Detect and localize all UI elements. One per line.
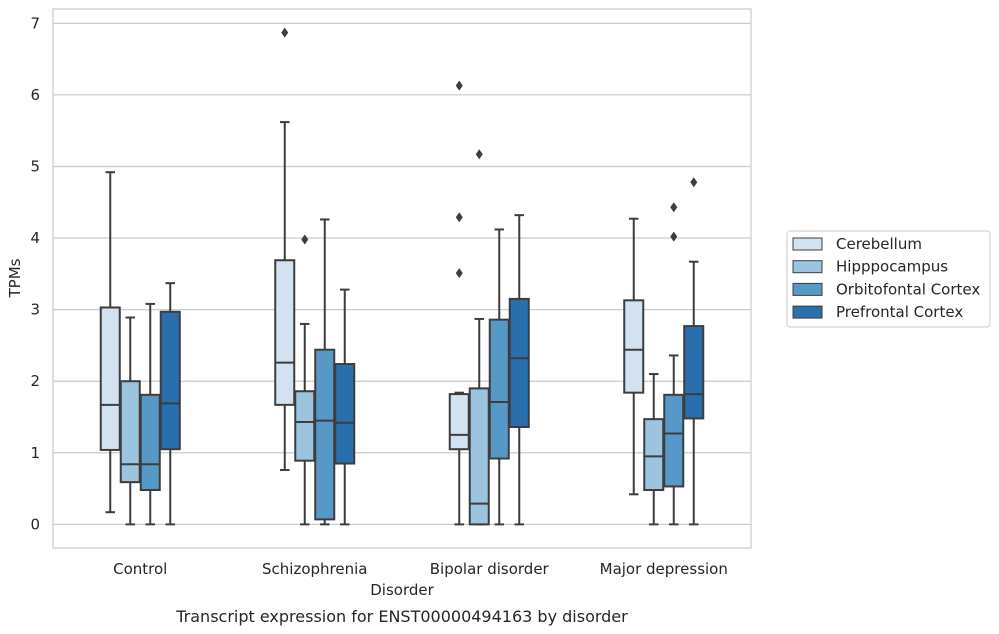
- box-orbitofontal-cortex: [663, 202, 685, 526]
- box-body: [274, 259, 296, 406]
- legend-swatch: [792, 260, 823, 274]
- x-tick-label: Major depression: [600, 560, 728, 578]
- outlier-marker: [690, 177, 698, 188]
- box-body: [448, 393, 470, 451]
- y-tick-label: 6: [30, 86, 40, 104]
- legend-label: Cerebellum: [836, 235, 922, 253]
- y-tick-label: 2: [30, 372, 40, 390]
- legend-label: Prefrontal Cortex: [836, 303, 963, 321]
- box-body: [314, 348, 336, 521]
- box-hipppocampus: [294, 234, 316, 526]
- box-prefrontal-cortex: [159, 282, 181, 526]
- x-tick-label: Bipolar disorder: [430, 560, 550, 578]
- box-body: [99, 306, 121, 451]
- box-body: [683, 325, 705, 420]
- y-tick-label: 7: [30, 14, 40, 32]
- legend: Cerebellum Hipppocampus Orbitofontal Corte…: [786, 230, 991, 328]
- box-body: [294, 390, 316, 462]
- box-hipppocampus: [643, 373, 665, 526]
- box-prefrontal-cortex: [683, 177, 705, 526]
- outlier-marker: [670, 202, 678, 213]
- y-axis-label: TPMs: [6, 258, 24, 298]
- legend-swatch: [792, 282, 823, 296]
- plot-frame: [52, 8, 752, 549]
- outlier-marker: [455, 212, 463, 223]
- outlier-marker: [670, 231, 678, 242]
- y-tick-label: 3: [30, 301, 40, 319]
- box-hipppocampus: [119, 316, 141, 526]
- y-tick-label: 5: [30, 157, 40, 175]
- y-tick-labels: 0 1 2 3 4 5 6 7: [30, 14, 40, 533]
- legend-label: Orbitofontal Cortex: [836, 280, 980, 298]
- outlier-marker: [455, 80, 463, 91]
- box-body: [334, 363, 356, 465]
- legend-frame: [786, 230, 991, 328]
- box-body: [643, 418, 665, 492]
- x-tick-label: Schizophrenia: [262, 560, 367, 578]
- box-body: [159, 310, 181, 451]
- legend-swatch: [792, 237, 823, 251]
- outlier-marker: [455, 268, 463, 279]
- box-orbitofontal-cortex: [488, 228, 510, 526]
- outlier-marker: [301, 234, 309, 245]
- box-cerebellum: [623, 217, 645, 496]
- box-body: [139, 393, 161, 492]
- legend-swatch: [792, 305, 823, 319]
- box-prefrontal-cortex: [334, 288, 356, 526]
- chart-title: Transcript expression for ENST0000049416…: [175, 607, 628, 626]
- box-orbitofontal-cortex: [139, 302, 161, 526]
- outlier-marker: [281, 27, 289, 38]
- box-cerebellum: [99, 171, 121, 514]
- box-body: [119, 380, 141, 484]
- box-hipppocampus: [468, 149, 490, 526]
- y-tick-label: 0: [30, 515, 40, 533]
- box-orbitofontal-cortex: [314, 218, 336, 526]
- box-body: [488, 318, 510, 460]
- box-prefrontal-cortex: [508, 214, 530, 526]
- x-axis-label: Disorder: [370, 581, 434, 599]
- x-tick-labels: Control Schizophrenia Bipolar disorder Majo…: [113, 560, 728, 578]
- box-cerebellum: [274, 27, 296, 471]
- box-body: [508, 297, 530, 429]
- box-body: [623, 299, 645, 394]
- legend-label: Hipppocampus: [836, 258, 948, 276]
- box-body: [663, 393, 685, 488]
- y-tick-label: 4: [30, 229, 40, 247]
- boxes-layer: [99, 27, 705, 526]
- y-tick-label: 1: [30, 444, 40, 462]
- x-tick-label: Control: [113, 560, 167, 578]
- outlier-marker: [475, 149, 483, 160]
- box-cerebellum: [448, 80, 470, 526]
